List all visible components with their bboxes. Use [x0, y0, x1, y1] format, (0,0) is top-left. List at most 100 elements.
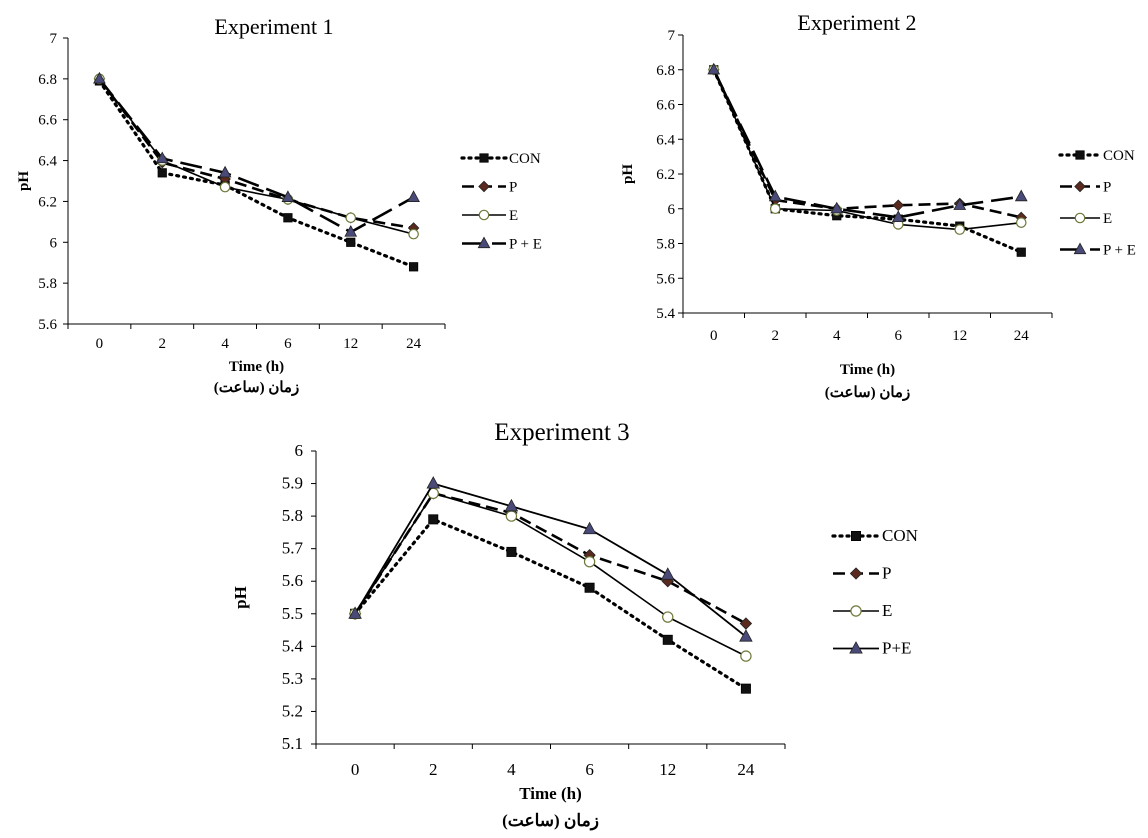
x-tick-label: 2: [772, 328, 780, 344]
y-tick-label: 6.2: [656, 167, 675, 183]
y-tick-label: 6: [668, 202, 676, 218]
data-point: [583, 555, 596, 568]
y-axis-label: pH: [16, 171, 32, 191]
data-point: [739, 617, 753, 630]
series-line: [97, 79, 416, 269]
series-3: [94, 73, 419, 240]
legend-marker: [851, 531, 862, 542]
y-axis-label: pH: [620, 164, 636, 184]
legend-label: P: [882, 564, 891, 583]
data-point: [891, 210, 905, 223]
data-point: [768, 189, 782, 202]
y-tick-label: 5.9: [282, 474, 303, 493]
data-point: [281, 190, 295, 202]
legend-marker: [477, 236, 491, 249]
x-tick-label: 12: [343, 336, 358, 352]
data-point: [740, 650, 752, 662]
x-tick-label: 6: [895, 328, 903, 344]
chart-title: Experiment 2: [797, 10, 916, 35]
series-4: [93, 71, 420, 237]
data-point: [584, 582, 595, 593]
chart-title: Experiment 3: [494, 419, 629, 446]
x-tick-label: 0: [96, 336, 104, 352]
series-2: [348, 487, 753, 630]
legend-marker: [478, 209, 490, 221]
y-tick-label: 6: [295, 441, 304, 460]
series-line: [354, 482, 747, 638]
legend-label: CON: [882, 526, 918, 545]
series-line: [353, 517, 748, 691]
data-point: [408, 262, 419, 272]
series-line: [98, 78, 414, 235]
x-axis-label: Time (h): [840, 362, 895, 378]
data-point: [662, 611, 674, 623]
series-2: [707, 63, 1028, 224]
legend-marker: [849, 567, 863, 580]
data-point: [408, 228, 419, 240]
legend-marker: [1074, 212, 1086, 224]
y-tick-label: 6: [50, 235, 58, 251]
series-2: [93, 73, 420, 234]
data-point: [505, 510, 518, 522]
data-point: [1016, 247, 1026, 257]
series-line: [712, 69, 1022, 219]
x-tick-label: 4: [833, 328, 841, 344]
x-tick-label: 4: [221, 336, 229, 352]
chart-panel-3: Experiment 3 5.1 5.2 5.3 5.4 5.5 5.6 5.7 5.8 5.9 6…: [231, 419, 918, 831]
data-point: [344, 225, 358, 237]
x-axis-label: Time (h): [229, 359, 284, 375]
y-tick-label: 6.8: [656, 63, 675, 79]
y-tick-label: 5.7: [282, 539, 304, 558]
legend-label: CON: [509, 151, 541, 167]
series-line: [712, 69, 1022, 219]
data-point: [660, 567, 675, 580]
legend-marker: [479, 153, 489, 163]
x-tick-label: 2: [159, 336, 167, 352]
legend-label: E: [1103, 211, 1112, 227]
legend-marker: [478, 180, 490, 193]
x-axis-label: Time (h): [519, 784, 582, 803]
series-line: [98, 78, 415, 234]
y-tick-label: 5.6: [282, 571, 303, 590]
data-point: [407, 190, 420, 202]
legend-label: P: [509, 180, 517, 196]
x-tick-label: 0: [351, 760, 360, 779]
data-point: [345, 212, 357, 224]
data-point: [155, 151, 169, 164]
data-point: [739, 629, 753, 642]
y-tick-label: 6.2: [38, 194, 57, 210]
data-point: [892, 199, 905, 212]
data-point: [93, 71, 106, 84]
series-line: [354, 491, 747, 625]
data-point: [707, 62, 721, 75]
data-point: [218, 165, 232, 178]
legend: CON PE P+E: [831, 526, 918, 658]
y-axis-label: pH: [231, 586, 250, 609]
legend-label: E: [882, 601, 892, 620]
data-point: [157, 168, 167, 178]
data-point: [219, 181, 231, 193]
y-tick-label: 6.4: [656, 132, 675, 148]
x-tick-label: 24: [1014, 328, 1030, 344]
y-tick-label: 5.2: [282, 701, 303, 720]
series-line: [712, 68, 1023, 254]
series-1: [94, 76, 419, 272]
data-point: [830, 201, 844, 214]
data-point: [283, 213, 293, 223]
legend-marker: [1073, 242, 1087, 255]
series-line: [98, 78, 414, 230]
chart-panel-1: Experiment 15.65.866.26.46.66.870 2 4 6 12 24…: [16, 14, 542, 396]
series-line: [713, 69, 1022, 231]
y-tick-label: 7: [50, 31, 58, 47]
series-3: [349, 487, 752, 662]
data-point: [954, 224, 966, 235]
series-4: [348, 476, 753, 642]
y-tick-label: 5.8: [38, 276, 57, 292]
series-1: [350, 514, 751, 694]
legend: CON PE P + E: [460, 151, 542, 253]
y-tick-label: 5.8: [656, 237, 675, 253]
data-point: [426, 476, 441, 489]
legend-label: P + E: [1103, 243, 1136, 259]
legend-label: P+E: [882, 639, 911, 658]
